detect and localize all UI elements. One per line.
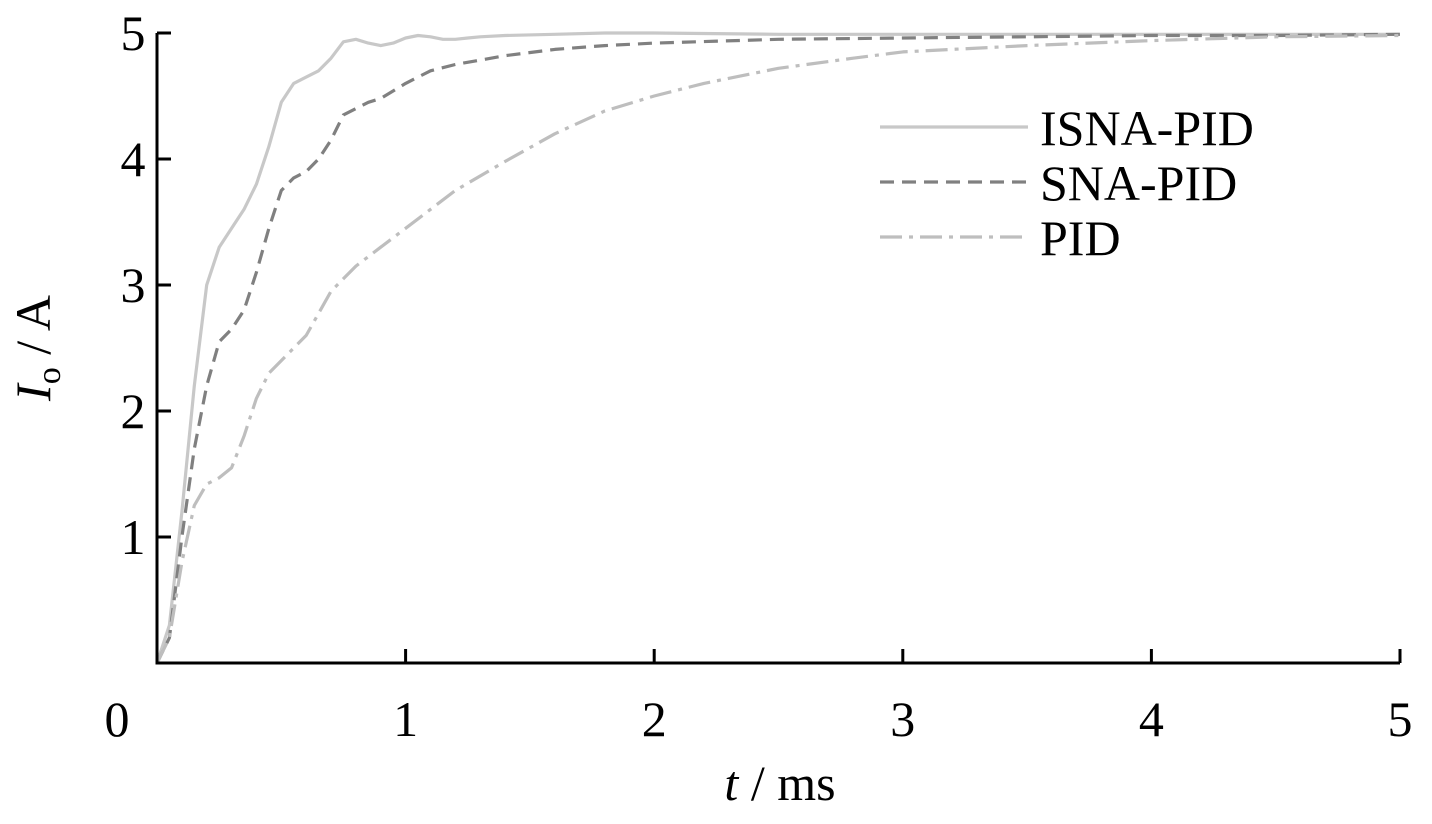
x-tick-label: 3 (890, 691, 915, 747)
y-axis-title-symbol: I (5, 382, 61, 402)
y-tick-label: 3 (121, 257, 146, 313)
x-axis-title: t / ms (724, 755, 835, 811)
series-layer (155, 31, 1401, 664)
legend-label: SNA-PID (1040, 155, 1237, 211)
series-line-pid (155, 33, 1401, 664)
x-tick-label: 2 (642, 691, 667, 747)
y-axis-title-unit: / A (5, 295, 61, 367)
x-tick-label: 4 (1139, 691, 1164, 747)
x-axis-title-unit: / ms (738, 755, 835, 811)
y-ticks: 1 2 3 4 5 (121, 5, 171, 565)
y-tick-label: 1 (121, 509, 146, 565)
axes-layer (155, 33, 1400, 665)
x-tick-label: 5 (1388, 691, 1413, 747)
y-axis-title-subscript: o (31, 367, 68, 384)
axes-frame (155, 33, 1400, 665)
y-axis-title: Io / A (5, 295, 68, 402)
series-line-sna-pid (155, 32, 1401, 664)
legend-label: PID (1040, 210, 1121, 266)
x-axis-title-symbol: t (724, 755, 739, 811)
y-tick-label: 4 (121, 131, 146, 187)
y-tick-label: 2 (121, 383, 146, 439)
legend-label: ISNA-PID (1040, 100, 1254, 156)
x-ticks: 1 2 3 4 5 (393, 649, 1413, 747)
origin-tick-label: 0 (105, 691, 130, 747)
x-tick-label: 1 (393, 691, 418, 747)
y-tick-label: 5 (121, 5, 146, 61)
series-line-isna-pid (155, 31, 1400, 664)
